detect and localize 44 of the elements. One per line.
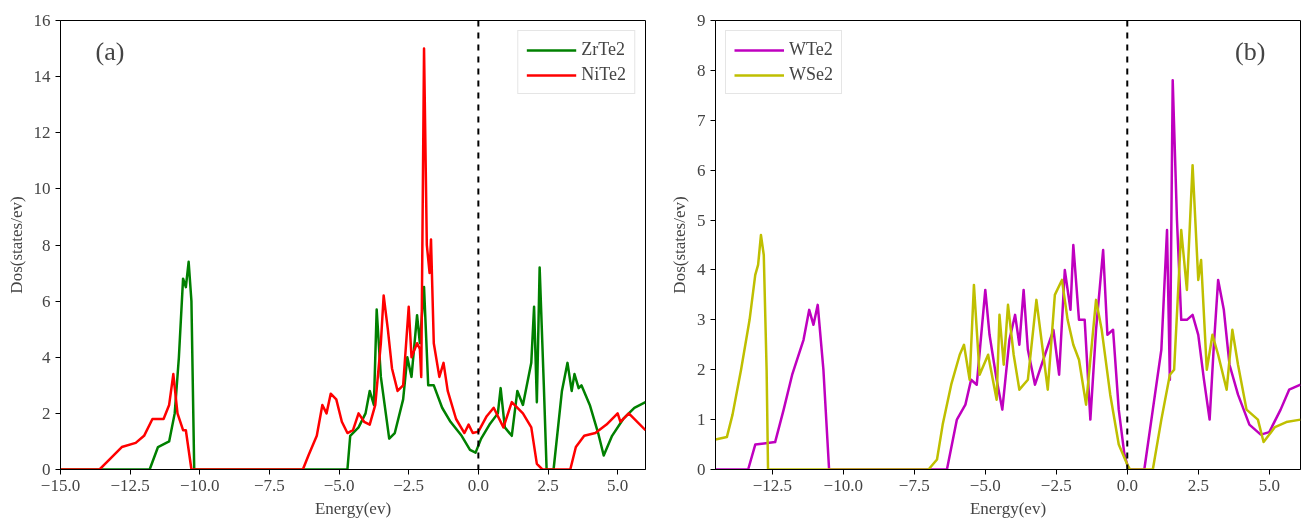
legend-label: ZrTe2 [581,39,625,60]
x-tick-label: −7.5 [898,475,930,495]
x-tick-label: −5.0 [969,475,1001,495]
x-tick-label: 5.0 [607,475,629,495]
x-tick-label: 0.0 [1116,475,1138,495]
y-tick-label: 4 [42,347,51,367]
y-axis-title: Dos(states/ev) [6,196,26,294]
x-tick-label: −5.0 [323,475,355,495]
y-tick-label: 9 [697,11,706,30]
y-tick-label: 8 [697,60,706,80]
x-tick-label: −2.5 [1040,475,1072,495]
y-tick-label: 3 [697,310,706,330]
y-tick-label: 4 [697,260,706,280]
y-tick-label: 1 [697,410,706,430]
y-tick-label: 10 [33,179,51,199]
y-tick-label: 8 [42,235,51,255]
y-tick-label: 16 [33,11,51,30]
y-axis-title: Dos(states/ev) [670,196,689,294]
y-tick-label: 12 [33,123,51,143]
y-tick-label: 14 [33,67,51,87]
y-tick-label: 2 [42,403,51,423]
x-axis-title: Energy(ev) [314,498,392,518]
x-tick-label: −2.5 [393,475,425,495]
x-tick-label: −10.0 [823,475,863,495]
annotation: (a) [95,37,125,67]
legend-label: WSe2 [789,64,833,85]
legend-label: NiTe2 [581,64,626,85]
annotation: (b) [1235,37,1266,67]
x-tick-label: −12.5 [110,475,150,495]
y-tick-label: 5 [697,210,706,230]
x-tick-label: −12.5 [752,475,792,495]
x-tick-label: 2.5 [1187,475,1209,495]
y-tick-label: 2 [697,360,706,380]
x-tick-label: 2.5 [537,475,559,495]
x-tick-label: 5.0 [1258,475,1280,495]
x-axis-title: Energy(ev) [969,498,1047,518]
y-tick-label: 6 [697,160,706,180]
y-tick-label: 0 [697,460,706,479]
legend-label: WTe2 [789,39,833,60]
x-tick-label: 0.0 [467,475,489,495]
x-tick-label: −7.5 [254,475,285,495]
y-tick-label: 6 [42,291,51,311]
y-tick-label: 7 [697,110,706,130]
x-tick-label: −10.0 [180,475,220,495]
